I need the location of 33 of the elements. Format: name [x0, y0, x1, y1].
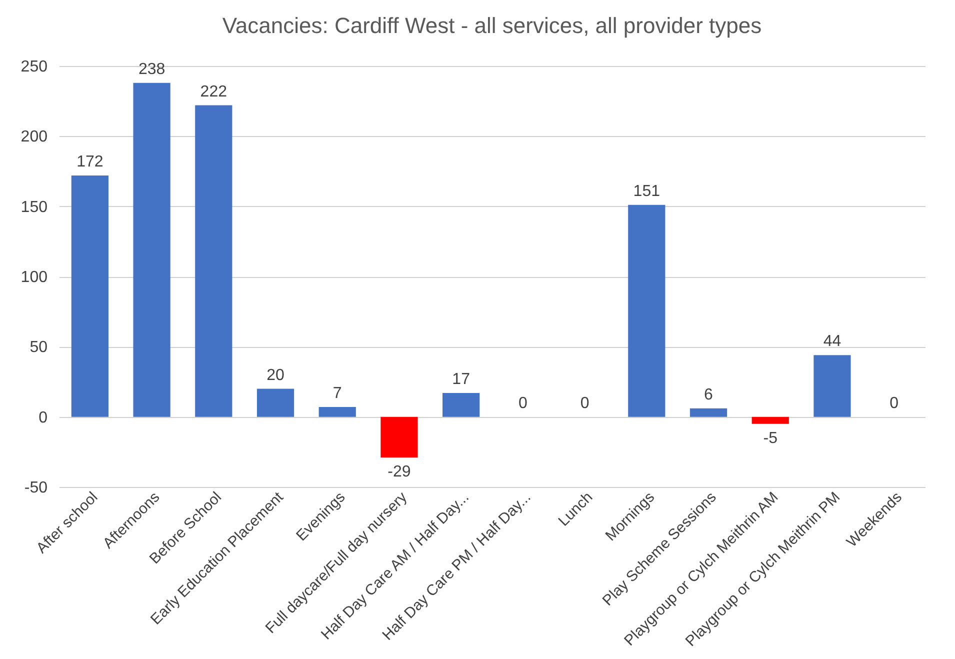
- bar: [71, 175, 108, 417]
- bar: [256, 388, 294, 417]
- y-tick-label: -50: [24, 480, 48, 496]
- bar: [690, 408, 728, 417]
- data-label: -29: [388, 464, 411, 481]
- chart-title: Vacancies: Cardiff West - all services, all provider types: [222, 13, 762, 38]
- bar: [318, 407, 356, 417]
- y-tick-label: 250: [20, 58, 48, 76]
- data-label: 151: [633, 182, 660, 200]
- y-tick-label: 200: [20, 128, 48, 146]
- bar: [752, 416, 789, 424]
- bar: [380, 416, 418, 458]
- data-label: 0: [890, 394, 899, 412]
- data-label: 238: [138, 60, 166, 78]
- data-label: 6: [704, 386, 714, 404]
- bar: [133, 82, 170, 417]
- y-tick-label: 100: [20, 269, 48, 286]
- bar: [195, 105, 232, 417]
- data-label: 172: [76, 153, 104, 170]
- bar: [442, 392, 480, 417]
- data-label: 20: [266, 366, 284, 384]
- y-tick-label: 150: [20, 198, 48, 216]
- bar: [814, 355, 851, 417]
- data-label: 222: [200, 83, 228, 100]
- data-label: 7: [332, 385, 342, 402]
- data-label: 17: [452, 370, 470, 388]
- data-label: 44: [823, 333, 842, 350]
- bar: [628, 204, 666, 417]
- data-label: -5: [763, 430, 778, 447]
- data-label: 0: [518, 394, 528, 412]
- y-tick-label: 0: [38, 409, 48, 426]
- y-tick-label: 50: [30, 339, 48, 356]
- data-label: 0: [580, 394, 590, 412]
